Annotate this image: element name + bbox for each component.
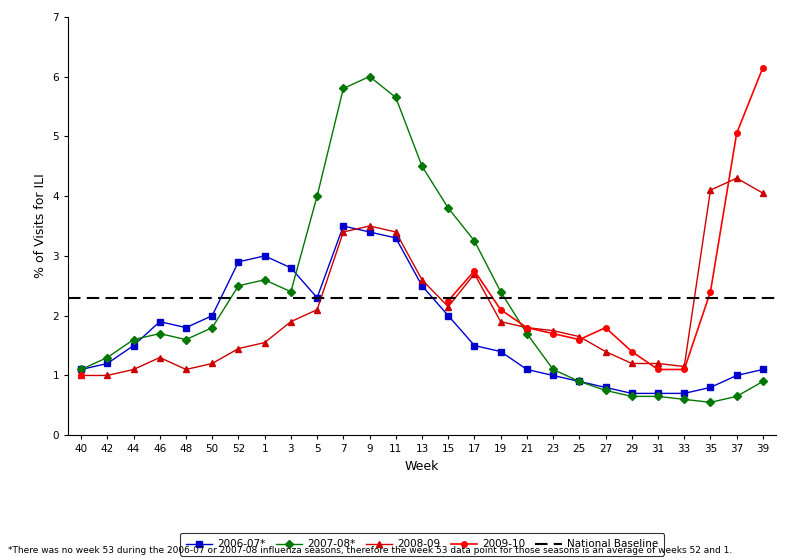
Legend: 2006-07*, 2007-08*, 2008-09, 2009-10, National Baseline: 2006-07*, 2007-08*, 2008-09, 2009-10, Na… (180, 533, 664, 556)
Text: *There was no week 53 during the 2006-07 or 2007-08 influenza seasons, therefore: *There was no week 53 during the 2006-07… (8, 546, 732, 555)
Y-axis label: % of Visits for ILI: % of Visits for ILI (34, 174, 46, 278)
X-axis label: Week: Week (405, 460, 439, 473)
